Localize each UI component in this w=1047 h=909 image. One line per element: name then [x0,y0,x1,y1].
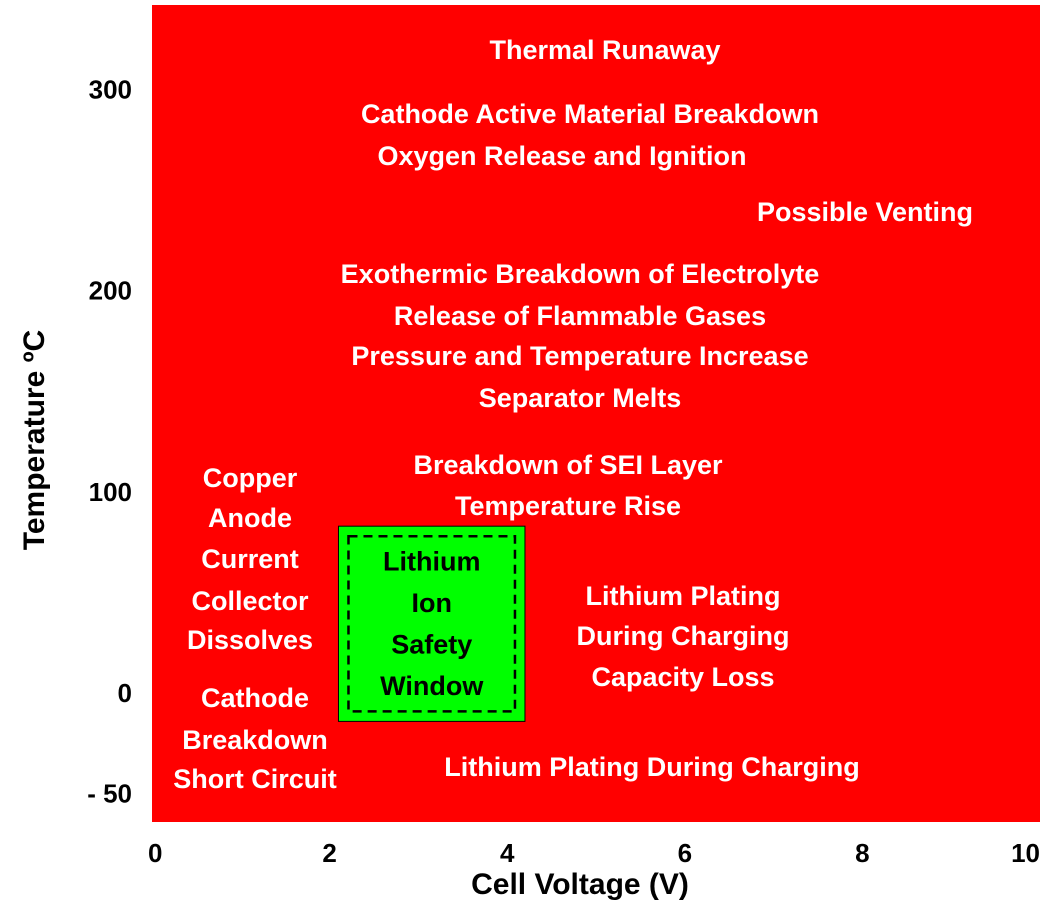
x-tick-label: 10 [1011,838,1040,868]
annotation: Exothermic Breakdown of Electrolyte [341,259,820,289]
annotation: During Charging [577,621,790,651]
safety-window-label: Window [380,671,484,701]
annotation: Breakdown [182,725,328,755]
y-tick-label: 0 [118,678,132,708]
annotation: Temperature Rise [455,491,681,521]
x-tick-label: 4 [500,838,515,868]
safety-window-border [347,534,517,713]
safety-window-label: Lithium [383,546,480,576]
x-tick-label: 2 [322,838,336,868]
x-tick-label: 0 [148,838,162,868]
safety-window-label: Ion [411,588,452,618]
annotation: Dissolves [187,625,313,655]
y-tick-label: 100 [89,477,132,507]
annotation: Pressure and Temperature Increase [351,341,808,371]
annotation: Release of Flammable Gases [394,301,766,331]
annotation: Copper [203,463,298,493]
x-axis-title: Cell Voltage (V) [471,868,689,901]
y-axis-title: Temperature ºC [18,330,51,550]
y-tick-label: - 50 [87,779,132,809]
annotation: Separator Melts [479,383,682,413]
annotation: Anode [208,503,292,533]
annotation: Oxygen Release and Ignition [377,141,746,171]
x-tick-label: 6 [678,838,692,868]
annotation: Collector [191,586,309,616]
annotation: Thermal Runaway [489,35,720,65]
annotation: Current [201,544,299,574]
annotation: Lithium Plating [586,581,781,611]
annotation: Lithium Plating During Charging [444,752,859,782]
safety-window [337,525,526,722]
annotation: Cathode Active Material Breakdown [361,99,819,129]
annotation: Possible Venting [757,197,973,227]
plot-background [152,5,1040,822]
annotation: Breakdown of SEI Layer [413,450,723,480]
y-tick-label: 300 [89,74,132,104]
safety-window-label: Safety [391,630,472,660]
y-tick-label: 200 [89,276,132,306]
annotation: Short Circuit [173,764,337,794]
annotation: Cathode [201,683,309,713]
annotation: Capacity Loss [591,662,774,692]
x-tick-label: 8 [855,838,869,868]
